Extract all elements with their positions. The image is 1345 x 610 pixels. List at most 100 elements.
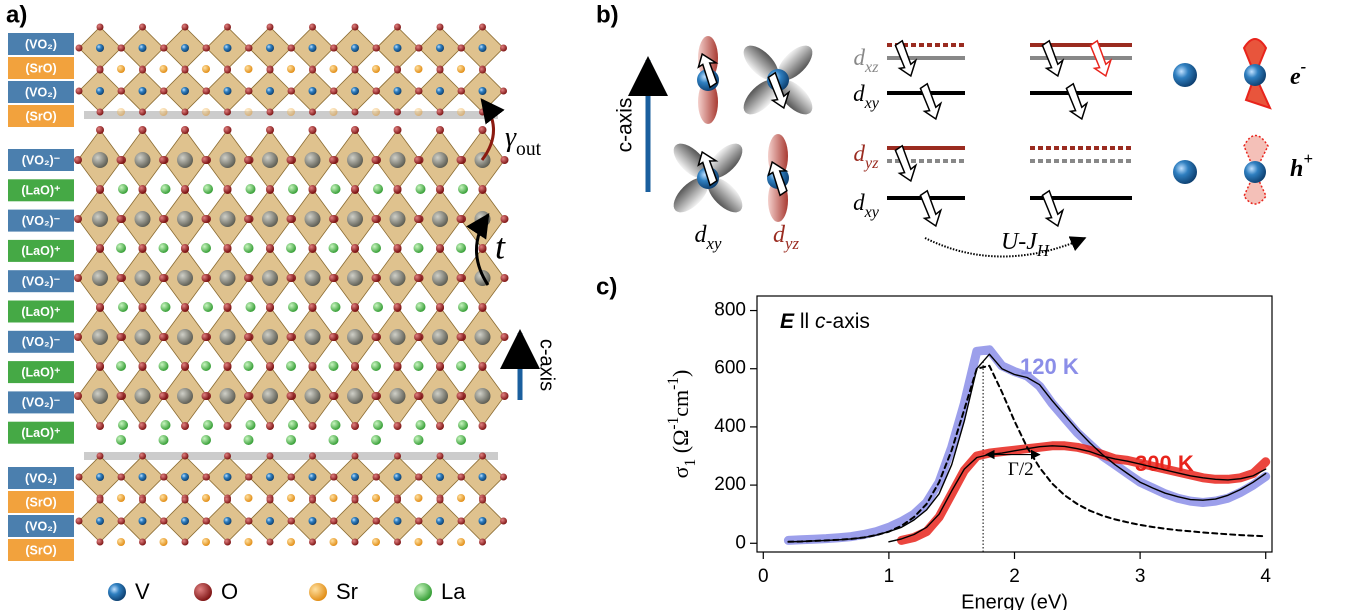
y-axis-label-part: -1	[665, 377, 682, 390]
atom	[309, 67, 316, 74]
atom	[351, 87, 359, 95]
atom	[373, 420, 383, 430]
atom	[309, 87, 317, 95]
subtitle-part: c	[815, 310, 826, 333]
atom	[1173, 160, 1197, 184]
atom	[414, 243, 424, 253]
atom	[135, 329, 151, 345]
atom	[74, 274, 82, 282]
atom	[202, 494, 210, 502]
atom	[394, 453, 401, 460]
x-axis-label: Energy (eV)	[961, 591, 1068, 610]
level-label-part: xz	[864, 59, 879, 76]
atom	[220, 152, 236, 168]
layer-label: (LaO)⁺	[21, 184, 61, 198]
atom	[117, 108, 125, 116]
atom	[394, 473, 402, 481]
atom	[160, 494, 168, 502]
atom	[224, 87, 232, 95]
subtitle-part: -axis	[826, 310, 870, 333]
atom	[224, 244, 232, 252]
atom	[432, 270, 448, 286]
atom	[437, 453, 444, 460]
atom	[372, 215, 380, 223]
atom	[182, 539, 189, 546]
atom	[458, 474, 465, 481]
y-axis-label-part: cm	[668, 390, 693, 417]
x-tick-label: 2	[1009, 566, 1020, 587]
level-label-part: xy	[864, 204, 880, 221]
atom	[309, 44, 317, 52]
atom	[92, 329, 108, 345]
level-label-part: d	[853, 190, 865, 215]
atom	[373, 88, 380, 95]
interface	[84, 452, 498, 460]
atom	[118, 518, 125, 525]
atom	[177, 152, 193, 168]
atom	[458, 88, 465, 95]
atom	[92, 270, 108, 286]
atom	[309, 24, 316, 31]
legend-label: La	[441, 579, 466, 604]
atom	[76, 88, 83, 95]
atom	[244, 274, 252, 282]
layer-label: (SrO)	[25, 109, 56, 123]
atom	[267, 24, 274, 31]
atom	[479, 44, 487, 52]
atom	[347, 388, 363, 404]
atom	[117, 538, 125, 546]
atom	[305, 152, 321, 168]
y-axis-label-part: 1	[682, 459, 699, 467]
atom	[177, 211, 193, 227]
atom	[351, 362, 359, 370]
atom	[500, 518, 507, 525]
atom	[202, 65, 210, 73]
atom	[351, 303, 359, 311]
atom	[262, 388, 278, 404]
atom	[161, 88, 168, 95]
atom	[436, 473, 444, 481]
legend-label: V	[135, 579, 150, 604]
atom	[436, 87, 444, 95]
figure: a)(VO₂)(SrO)(VO₂)(SrO)(VO₂)⁻(LaO)⁺(VO₂)⁻…	[0, 0, 1345, 610]
atom	[201, 361, 211, 371]
atom	[181, 44, 189, 52]
atom	[74, 333, 82, 341]
orbital-label-part: xy	[706, 234, 722, 253]
atom	[267, 109, 274, 116]
annotation: Γ/2	[1008, 459, 1034, 480]
x-tick-label: 3	[1135, 566, 1146, 587]
atom	[262, 329, 278, 345]
atom	[331, 420, 341, 430]
atom	[309, 362, 317, 370]
level-label-part: d	[854, 141, 866, 166]
layer-label: (SrO)	[25, 543, 56, 557]
atom	[244, 435, 254, 445]
atom	[416, 420, 426, 430]
atom	[394, 87, 402, 95]
atom	[390, 329, 406, 345]
carrier-label: h+	[1290, 149, 1313, 181]
atom	[203, 302, 213, 312]
atom	[287, 108, 295, 116]
atom	[135, 152, 151, 168]
atom	[347, 270, 363, 286]
atom	[224, 67, 231, 74]
atom	[97, 497, 104, 504]
atom	[139, 362, 147, 370]
atom	[266, 303, 274, 311]
carrier-label-part: -	[1301, 57, 1307, 76]
atom	[500, 45, 507, 52]
atom	[331, 88, 338, 95]
atom	[352, 497, 359, 504]
atom	[394, 517, 402, 525]
atom	[139, 44, 147, 52]
atom	[351, 517, 359, 525]
atom	[394, 44, 402, 52]
atom	[224, 44, 232, 52]
atom	[203, 184, 213, 194]
c-axis-label: c-axis	[536, 339, 558, 391]
atom	[108, 583, 126, 601]
atom	[479, 67, 486, 74]
atom	[288, 302, 298, 312]
